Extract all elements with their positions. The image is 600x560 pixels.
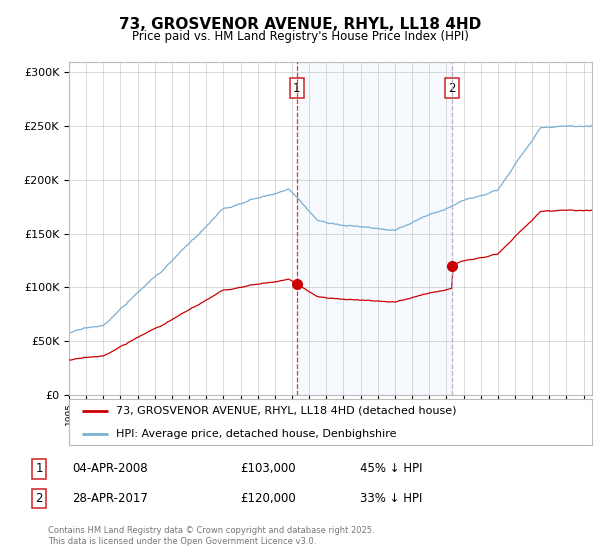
Text: Contains HM Land Registry data © Crown copyright and database right 2025.
This d: Contains HM Land Registry data © Crown c… <box>48 526 374 546</box>
Bar <box>296 62 452 395</box>
Text: 1: 1 <box>293 82 301 95</box>
Text: £120,000: £120,000 <box>240 492 296 505</box>
Text: £103,000: £103,000 <box>240 462 296 475</box>
Text: HPI: Average price, detached house, Denbighshire: HPI: Average price, detached house, Denb… <box>116 429 397 438</box>
Text: 45% ↓ HPI: 45% ↓ HPI <box>360 462 422 475</box>
Text: 33% ↓ HPI: 33% ↓ HPI <box>360 492 422 505</box>
Text: 2: 2 <box>448 82 455 95</box>
Text: 2: 2 <box>35 492 43 505</box>
Text: 1: 1 <box>35 462 43 475</box>
Text: 73, GROSVENOR AVENUE, RHYL, LL18 4HD: 73, GROSVENOR AVENUE, RHYL, LL18 4HD <box>119 17 481 32</box>
Text: Price paid vs. HM Land Registry's House Price Index (HPI): Price paid vs. HM Land Registry's House … <box>131 30 469 43</box>
Text: 73, GROSVENOR AVENUE, RHYL, LL18 4HD (detached house): 73, GROSVENOR AVENUE, RHYL, LL18 4HD (de… <box>116 406 457 416</box>
Text: 28-APR-2017: 28-APR-2017 <box>72 492 148 505</box>
Text: 04-APR-2008: 04-APR-2008 <box>72 462 148 475</box>
